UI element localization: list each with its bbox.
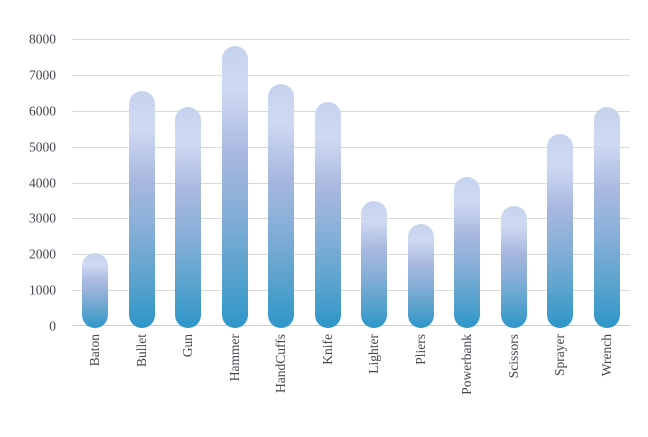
y-tick-label: 7000 [29,67,56,83]
bar-column-sprayer [537,39,584,328]
x-label-cell-bullet: Bullet [119,334,166,434]
y-tick-label: 2000 [29,246,56,262]
x-category-label: Pliers [412,334,428,365]
x-category-label: Powerbank [459,334,475,395]
bar-pliers [407,223,434,328]
x-category-label: Baton [87,334,103,367]
gridline [72,39,630,40]
x-label-cell-scissors: Scissors [491,334,538,434]
bar-lighter [361,200,388,328]
bar-gun [175,107,202,328]
y-tick-label: 3000 [29,210,56,226]
bar-column-gun [165,39,212,328]
gridline [72,182,630,184]
x-label-cell-lighter: Lighter [351,334,398,434]
x-label-cell-pliers: Pliers [398,334,445,434]
x-label-cell-baton: Baton [72,334,119,434]
x-category-label: Knife [319,334,335,365]
bar-scissors [500,206,527,328]
bar-column-scissors [491,39,538,328]
y-tick-label: 0 [49,318,56,334]
bar-column-wrench [584,39,631,328]
x-label-cell-hammer: Hammer [212,334,259,434]
bar-powerbank [454,177,481,328]
y-axis-tick-labels: 8000 7000 6000 5000 4000 3000 2000 1000 0 [0,32,56,332]
bar-column-bullet [119,39,166,328]
x-category-label: Wrench [598,334,614,377]
bar-column-baton [72,39,119,328]
gridline [72,146,630,148]
x-label-cell-handcuffs: HandCuffs [258,334,305,434]
bar-hammer [221,46,248,328]
gridline [72,254,630,256]
bar-column-lighter [351,39,398,328]
bar-wrench [593,107,620,328]
x-category-label: Gun [180,334,196,358]
bar-column-pliers [398,39,445,328]
y-tick-label: 1000 [29,282,56,298]
x-label-cell-gun: Gun [165,334,212,434]
bar-baton [82,252,109,328]
bar-column-hammer [212,39,259,328]
bar-bullet [128,91,155,328]
y-tick-label: 8000 [29,31,56,47]
gridline [72,74,630,76]
x-axis-line [72,325,630,326]
x-category-label: Hammer [226,334,242,382]
gridline [72,290,630,292]
bar-handcuffs [268,84,295,328]
x-label-cell-powerbank: Powerbank [444,334,491,434]
gridline [72,110,630,112]
x-label-cell-sprayer: Sprayer [537,334,584,434]
x-category-label: Lighter [366,334,382,374]
x-label-cell-wrench: Wrench [584,334,631,434]
x-category-label: Scissors [505,334,521,379]
y-tick-label: 5000 [29,138,56,154]
x-category-label: Bullet [133,334,149,367]
bar-column-handcuffs [258,39,305,328]
plot-area [72,39,631,328]
x-category-label: HandCuffs [273,334,289,393]
bar-sprayer [547,134,574,328]
bars-layer [72,39,631,328]
bar-column-powerbank [444,39,491,328]
gridline [72,218,630,220]
x-category-label: Sprayer [552,334,568,376]
bar-knife [314,102,341,328]
y-tick-label: 6000 [29,103,56,118]
bar-column-knife [305,39,352,328]
x-axis-category-labels: Baton Bullet Gun Hammer HandCuffs Knife Lighte… [72,334,630,434]
y-tick-label: 4000 [29,174,56,190]
x-label-cell-knife: Knife [305,334,352,434]
